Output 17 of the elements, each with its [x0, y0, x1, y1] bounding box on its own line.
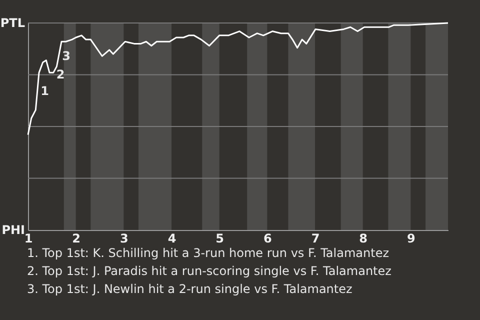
- annotation: 3: [62, 49, 70, 64]
- x-tick-label: 2: [72, 232, 81, 246]
- x-tick-label: 9: [407, 232, 416, 246]
- annotation: 2: [56, 68, 65, 82]
- x-tick-label: 7: [311, 232, 320, 246]
- text: 1. Top 1st: K. Schilling hit a 3-run home run vs F. Talamantez: [27, 245, 390, 262]
- text: 2. Top 1st: J. Paradis hit a run-scoring single vs F. Talamantez: [27, 263, 392, 280]
- x-tick-label: 3: [120, 232, 128, 246]
- x-tick-label: 5: [216, 232, 224, 246]
- text: 3. Top 1st: J. Newlin hit a 2-run single vs F. Talamantez: [27, 281, 354, 298]
- x-tick-label: 4: [168, 232, 176, 246]
- text: PTL: [0, 16, 26, 30]
- x-tick-label: 1: [24, 232, 33, 246]
- x-tick-label: 6: [264, 232, 272, 246]
- annotation: 1: [40, 84, 49, 98]
- x-tick-label: 8: [359, 232, 368, 246]
- text: PHI: [2, 223, 25, 237]
